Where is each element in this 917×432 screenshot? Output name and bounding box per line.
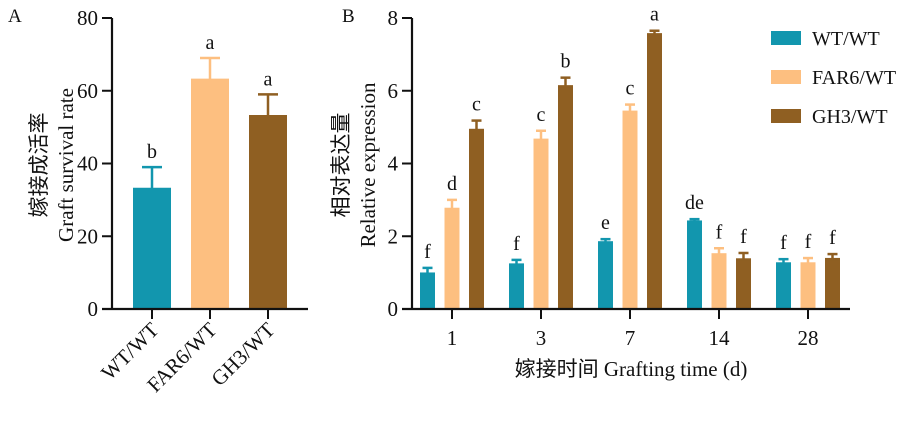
significance-label: de (685, 192, 704, 214)
significance-label: f (716, 221, 723, 243)
bar-far6-wt (191, 79, 229, 310)
y-tick-label: 8 (388, 6, 399, 30)
significance-label: c (626, 78, 635, 100)
y-tick-label: 80 (77, 6, 98, 30)
panel-b-label: B (342, 6, 355, 27)
significance-label: f (829, 227, 836, 249)
panel-a-label: A (8, 6, 22, 27)
bar-far6-wt-day-1 (444, 208, 460, 309)
bar-far6-wt-day-7 (622, 111, 638, 309)
bar-wt-wt-day-1 (420, 273, 435, 309)
legend-label: WT/WT (812, 28, 880, 50)
panel-b-chart: B 相对表达量 Relative expression 嫁接时间 Graftin… (329, 4, 896, 381)
panel-a-chart: A 嫁接成活率 Graft survival rate bWT/WTaFAR6/… (8, 6, 308, 397)
significance-label: a (206, 32, 215, 54)
bar-far6-wt-day-28 (800, 263, 816, 309)
x-axis-label: 嫁接时间 Grafting time (d) (515, 357, 748, 381)
significance-label: b (147, 141, 157, 163)
bar-far6-wt-day-3 (533, 139, 549, 309)
x-tick-label: GH3/WT (206, 317, 279, 390)
x-tick-label: 1 (447, 326, 458, 350)
significance-label: e (601, 212, 610, 234)
y-axis-label-en: Relative expression (356, 82, 380, 248)
significance-label: f (780, 232, 787, 254)
significance-label: c (537, 104, 546, 126)
legend-swatch (771, 31, 801, 45)
y-tick-label: 40 (77, 152, 98, 176)
significance-label: f (513, 233, 520, 255)
bar-gh3-wt-day-28 (825, 259, 840, 309)
bar-far6-wt-day-14 (711, 254, 727, 309)
y-tick-label: 20 (77, 224, 98, 248)
y-axis-label: 嫁接成活率 Graft survival rate (27, 88, 78, 242)
x-tick-label: 28 (798, 326, 819, 350)
bar-wt-wt-day-14 (687, 221, 702, 309)
significance-label: b (561, 51, 571, 73)
bar-gh3-wt-day-3 (558, 86, 573, 309)
bar-wt-wt (133, 188, 171, 309)
significance-label: c (472, 94, 481, 116)
bar-gh3-wt (249, 116, 287, 310)
y-tick-label: 60 (77, 79, 98, 103)
bar-wt-wt-day-28 (776, 263, 791, 309)
y-axis-label: 相对表达量 Relative expression (329, 82, 380, 248)
legend-label: GH3/WT (812, 106, 888, 128)
y-tick-label: 0 (388, 297, 399, 321)
significance-label: a (264, 68, 273, 90)
bar-gh3-wt-day-7 (647, 34, 662, 310)
legend-swatch (771, 70, 801, 84)
y-tick-label: 0 (88, 297, 99, 321)
legend-swatch (771, 109, 801, 123)
significance-label: d (447, 173, 457, 195)
significance-label: f (740, 226, 747, 248)
significance-label: f (805, 231, 812, 253)
significance-label: a (650, 4, 659, 26)
bar-wt-wt-day-7 (598, 242, 613, 309)
legend: WT/WT FAR6/WT GH3/WT (771, 28, 896, 128)
y-tick-label: 4 (388, 152, 399, 176)
x-tick-label: 7 (625, 326, 636, 350)
x-tick-label: 14 (709, 326, 731, 350)
legend-label: FAR6/WT (812, 67, 896, 89)
y-axis-label-en: Graft survival rate (54, 88, 78, 242)
y-tick-label: 6 (388, 79, 399, 103)
significance-label: f (424, 241, 431, 263)
x-tick-label: 3 (536, 326, 547, 350)
bar-gh3-wt-day-14 (736, 259, 751, 309)
bar-wt-wt-day-3 (509, 264, 524, 309)
bar-gh3-wt-day-1 (469, 130, 484, 309)
y-axis-label-cn: 嫁接成活率 (27, 113, 51, 218)
y-tick-label: 2 (388, 224, 399, 248)
y-axis-label-cn: 相对表达量 (329, 113, 353, 218)
